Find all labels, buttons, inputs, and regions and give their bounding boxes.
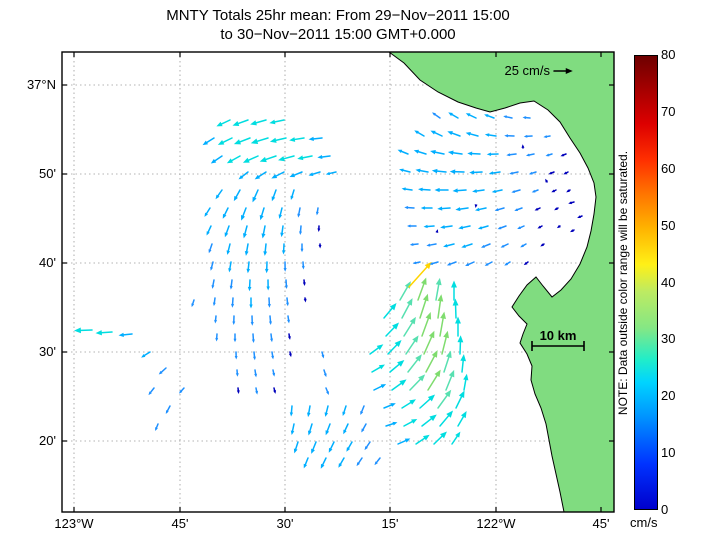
y-tick-label: 40' [39,255,56,270]
y-tick-label: 50' [39,166,56,181]
colorbar-tick-label: 40 [661,274,676,290]
figure-title-line1: MNTY Totals 25hr mean: From 29−Nov−2011 … [166,7,510,24]
colorbar-tick-label: 70 [661,103,676,119]
x-tick-label: 30' [276,516,294,531]
x-tick-label: 123°W [54,516,94,531]
y-tick-label: 30' [39,344,56,359]
colorbar-tick-label: 20 [661,388,676,404]
x-tick-label: 45' [592,516,610,531]
colorbar-tick-label: 50 [661,217,676,233]
colorbar-note: NOTE: Data outside color range will be s… [616,150,630,416]
y-tick-label: 20' [39,433,56,448]
colorbar-tick-label: 30 [661,331,676,347]
colorbar-tick-label: 10 [661,445,676,461]
reference-arrow-label: 25 cm/s [504,63,550,78]
scale-bar-label: 10 km [539,328,577,343]
colorbar-tick-label: 80 [661,47,676,62]
x-tick-label: 45' [171,516,189,531]
figure-title-line2: to 30−Nov−2011 15:00 GMT+0.000 [220,26,456,43]
y-tick-label: 37°N [26,77,56,92]
x-tick-label: 15' [381,516,399,531]
colorbar-units-label: cm/s [630,515,658,530]
colorbar-gradient [634,55,658,510]
colorbar-tick-label: 60 [661,160,676,176]
colorbar-tick-label: 0 [661,502,669,517]
x-tick-label: 122°W [476,516,516,531]
